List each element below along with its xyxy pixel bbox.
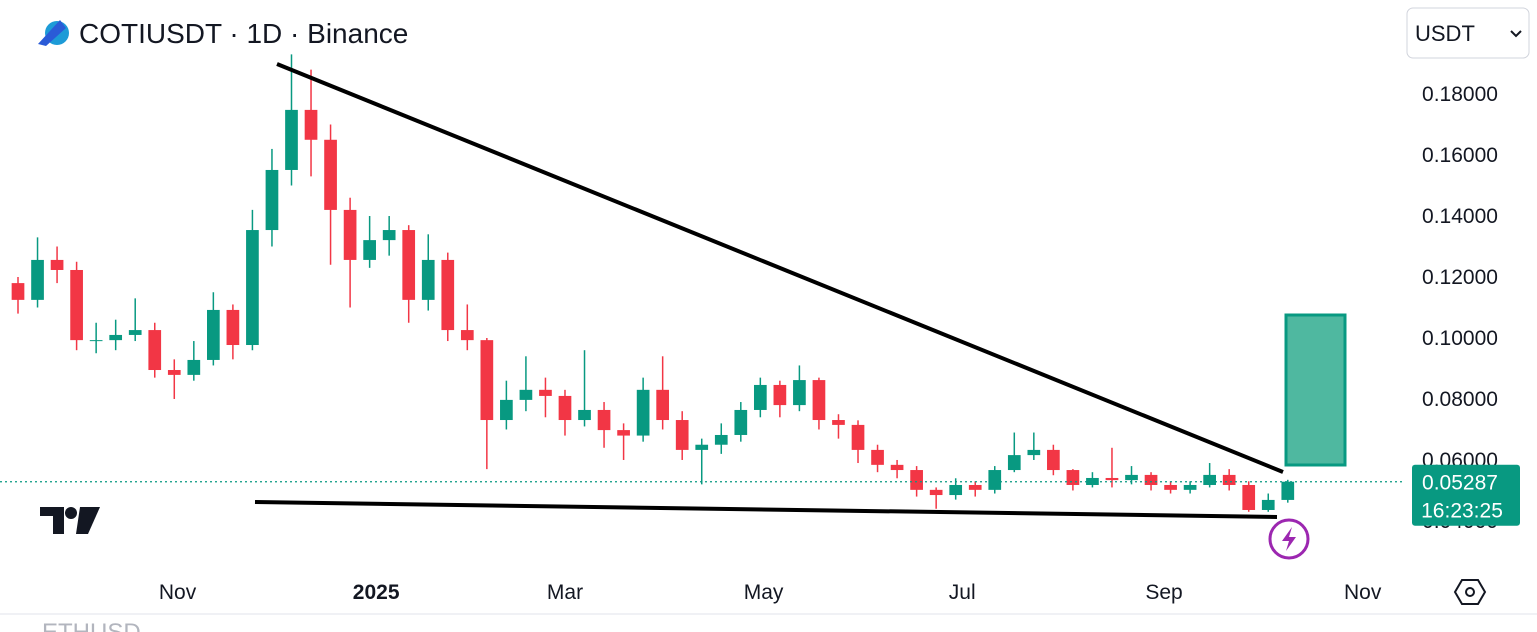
y-tick-label: 0.18000: [1422, 83, 1498, 106]
candle-body: [480, 340, 494, 421]
candle-body: [636, 389, 650, 436]
candle-body: [734, 409, 748, 435]
candle-body: [1203, 474, 1216, 485]
candle-body: [1047, 449, 1060, 471]
candle-body: [31, 259, 44, 300]
candle-body: [500, 399, 513, 421]
candle-body: [304, 109, 318, 140]
candle-body: [812, 380, 826, 421]
candle-body: [148, 330, 162, 371]
candle-body: [773, 384, 787, 406]
candle-body: [714, 434, 728, 445]
candle-body: [70, 269, 83, 341]
candle-body: [871, 449, 884, 465]
candle-body: [519, 389, 533, 400]
candle-body: [675, 420, 689, 450]
candle-body: [11, 283, 25, 300]
candle-body: [324, 139, 337, 210]
candle-body: [949, 484, 963, 496]
y-tick-label: 0.08000: [1422, 388, 1498, 411]
candle-body: [1242, 484, 1256, 510]
candle-body: [460, 330, 474, 341]
currency-dropdown[interactable]: USDT: [1406, 7, 1530, 59]
candle-body: [1066, 470, 1080, 485]
candle-body: [226, 309, 240, 346]
y-tick-label: 0.10000: [1422, 327, 1498, 350]
exchange-logo: [38, 20, 69, 46]
plot-area: [11, 54, 1410, 572]
candle-body: [832, 420, 845, 425]
candle-body: [343, 209, 357, 260]
candle-body: [363, 240, 376, 260]
candle-body: [988, 470, 1002, 490]
candle-body: [187, 359, 201, 375]
candle-body: [285, 109, 298, 170]
candle-body: [1281, 481, 1295, 500]
candle-body: [265, 169, 279, 231]
candle-body: [1086, 477, 1099, 485]
x-tick-label: Nov: [1344, 581, 1382, 604]
candle-body: [1125, 474, 1138, 481]
candle-body: [421, 259, 435, 300]
candle-body: [1222, 474, 1236, 485]
last-price-label: 0.05287: [1422, 472, 1498, 495]
footer-symbol: ETHUSD: [42, 619, 141, 632]
candle-body: [246, 230, 259, 346]
candle-body: [910, 470, 923, 490]
candle-body: [539, 389, 552, 396]
candle-body: [851, 424, 865, 450]
candle-body: [558, 395, 572, 421]
candle-body: [617, 430, 630, 436]
candle-body: [167, 370, 181, 375]
candle-body: [207, 309, 220, 360]
candle-body: [793, 380, 806, 406]
y-tick-label: 0.14000: [1422, 205, 1498, 228]
x-tick-label: Nov: [159, 581, 197, 604]
chart-title: COTIUSDT · 1D · Binance: [79, 18, 408, 49]
candle-body: [1164, 484, 1177, 490]
candle-body: [656, 389, 670, 421]
candle-body: [890, 464, 904, 471]
candle-body: [1007, 455, 1021, 471]
candle-body: [50, 259, 64, 270]
candle-body: [128, 330, 142, 335]
candle-body: [1027, 449, 1041, 456]
candle-body: [89, 340, 103, 342]
candle-body: [441, 259, 455, 331]
candle-body: [1261, 499, 1275, 510]
candle-body: [578, 409, 591, 421]
settings-icon[interactable]: [1453, 579, 1487, 605]
candle-body: [1183, 484, 1197, 490]
candle-body: [402, 230, 416, 300]
candle-body: [382, 230, 396, 241]
candle-body: [929, 489, 943, 496]
candle-body: [1105, 477, 1119, 481]
candle-body: [968, 484, 982, 490]
y-tick-label: 0.12000: [1422, 266, 1498, 289]
x-tick-label: May: [744, 581, 784, 604]
target-box: [1284, 313, 1347, 467]
countdown-label: 16:23:25: [1421, 500, 1503, 523]
candle-body: [753, 384, 767, 410]
x-tick-label: Mar: [547, 581, 583, 604]
y-tick-label: 0.16000: [1422, 144, 1498, 167]
tradingview-logo: [40, 507, 100, 534]
last-price-box: [1412, 464, 1520, 526]
trendline-upper: [276, 62, 1284, 474]
trendline-lower: [254, 500, 1278, 519]
x-tick-label: 2025: [353, 581, 400, 604]
currency-label[interactable]: USDT: [1415, 21, 1475, 46]
alert-icon[interactable]: [1268, 518, 1310, 560]
candle-body: [1144, 474, 1158, 485]
candle-body: [597, 409, 611, 431]
x-tick-label: Jul: [949, 581, 976, 604]
candle-body: [695, 444, 709, 450]
candle-body: [109, 334, 123, 341]
x-tick-label: Sep: [1145, 581, 1182, 604]
